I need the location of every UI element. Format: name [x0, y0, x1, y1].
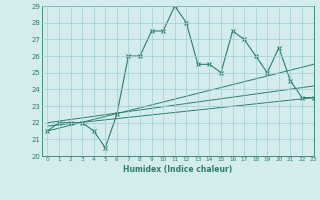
X-axis label: Humidex (Indice chaleur): Humidex (Indice chaleur)	[123, 165, 232, 174]
